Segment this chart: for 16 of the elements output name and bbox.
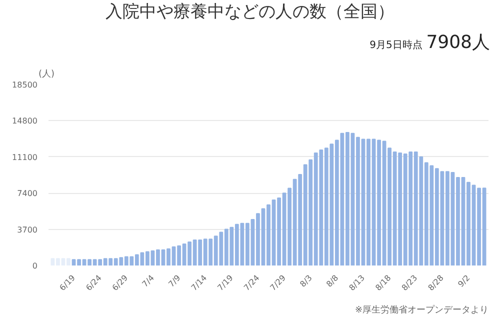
y-axis-title: (人) xyxy=(38,68,55,80)
y-tick-label: 3700 xyxy=(17,225,38,234)
x-tick-label: 8/8 xyxy=(324,273,340,289)
chart-title: 入院中や療養中などの人の数（全国） xyxy=(104,1,396,24)
x-tick-label: 7/4 xyxy=(140,273,156,289)
y-tick-label: 7400 xyxy=(17,189,38,198)
x-tick-label: 7/9 xyxy=(166,273,182,289)
y-tick-label: 11100 xyxy=(12,152,38,162)
x-tick-label: 8/3 xyxy=(298,273,314,289)
y-tick-label: 14800 xyxy=(12,116,38,126)
x-tick-label: 9/2 xyxy=(456,273,472,289)
y-tick-label: 0 xyxy=(32,262,38,270)
text: 7908人 xyxy=(426,32,490,53)
text: 9月5日時点 xyxy=(370,40,422,51)
y-tick-label: 18500 xyxy=(12,80,38,90)
text: ※厚生労働省オープンデータより xyxy=(354,304,489,316)
